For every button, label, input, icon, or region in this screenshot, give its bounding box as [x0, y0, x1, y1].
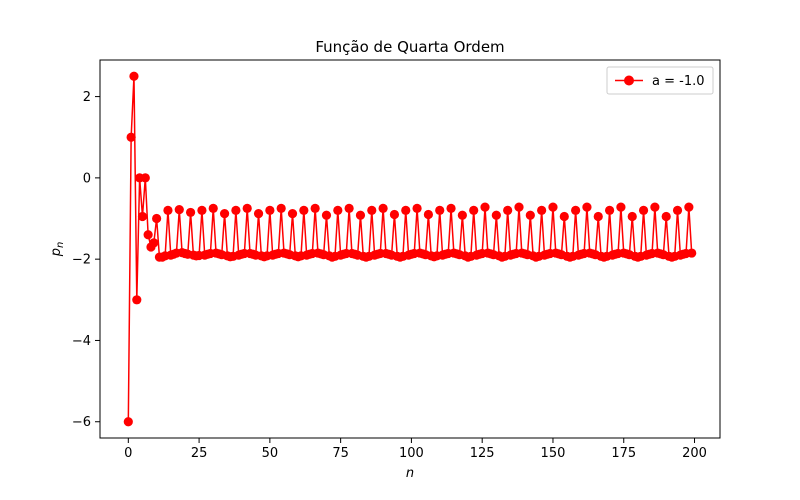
data-point: [525, 210, 535, 220]
data-point: [231, 205, 241, 215]
x-tick-label: 0: [124, 446, 132, 461]
y-axis-label-base: p: [49, 248, 64, 257]
data-point: [126, 132, 136, 142]
y-tick-label: −4: [72, 334, 91, 349]
x-tick-label: 125: [470, 446, 495, 461]
data-point: [152, 213, 162, 224]
data-point: [514, 202, 524, 212]
data-point: [333, 205, 343, 215]
data-point: [174, 204, 184, 215]
x-axis-label: n: [406, 466, 414, 481]
data-point: [604, 205, 615, 215]
plot-frame: [99, 59, 721, 439]
data-point: [672, 205, 683, 215]
data-point: [355, 210, 366, 220]
x-tick-label: 200: [682, 446, 707, 461]
chart-title: Função de Quarta Ordem: [315, 38, 504, 56]
data-point: [287, 209, 298, 219]
data-point: [149, 238, 159, 248]
y-tick-label: 2: [83, 90, 91, 105]
data-point: [208, 203, 218, 213]
data-point: [503, 205, 513, 215]
y-axis: −6 −4 −2 0 2: [72, 90, 100, 430]
data-point: [469, 205, 479, 215]
x-tick-label: 150: [541, 446, 566, 461]
x-tick-label: 25: [191, 446, 208, 461]
data-point: [276, 203, 286, 213]
plot-area: [99, 59, 721, 439]
data-point: [367, 205, 377, 215]
data-point: [123, 417, 133, 427]
data-point: [265, 205, 275, 215]
data-point: [378, 203, 388, 213]
data-point: [435, 205, 445, 215]
data-point: [446, 203, 456, 213]
data-point: [163, 205, 173, 215]
y-axis-label-subscript: n: [55, 242, 66, 248]
data-point: [140, 173, 150, 183]
data-point: [537, 205, 547, 215]
data-point: [137, 211, 148, 222]
data-point: [687, 248, 697, 258]
x-tick-label: 50: [262, 446, 279, 461]
data-point: [457, 210, 467, 220]
y-tick-label: 0: [83, 171, 91, 186]
data-point: [310, 203, 320, 213]
x-axis: 0 25 50 75 100 125 150 175 200: [124, 438, 707, 461]
data-point: [582, 202, 592, 212]
data-point: [344, 203, 354, 213]
data-point: [593, 211, 603, 222]
data-point: [480, 202, 490, 212]
data-point: [401, 205, 411, 215]
x-tick-label: 175: [611, 446, 636, 461]
data-point: [559, 211, 569, 222]
y-axis-label: pn: [49, 242, 66, 258]
data-point: [661, 211, 671, 222]
data-point: [321, 210, 332, 220]
data-point: [185, 207, 196, 218]
data-point: [412, 203, 422, 213]
y-tick-label: −6: [72, 415, 91, 430]
legend-label: a = -1.0: [652, 74, 705, 89]
legend-box: [606, 66, 714, 95]
data-point: [627, 211, 637, 222]
y-tick-label: −2: [72, 253, 91, 268]
plot-background: [100, 60, 720, 438]
series-layer: [123, 71, 697, 427]
data-point: [219, 209, 230, 219]
data-point: [253, 209, 264, 219]
data-point: [143, 230, 153, 240]
x-tick-label: 100: [399, 446, 424, 461]
data-point: [132, 295, 142, 305]
data-point: [423, 209, 433, 220]
data-point: [197, 205, 207, 215]
legend: a = -1.0: [606, 66, 714, 95]
data-point: [548, 202, 558, 212]
legend-marker: [624, 75, 634, 86]
data-point: [638, 205, 649, 215]
data-point: [571, 205, 581, 215]
data-point: [129, 71, 139, 81]
data-point: [242, 203, 252, 213]
data-point: [299, 205, 309, 215]
data-point: [491, 210, 501, 220]
data-point: [616, 202, 626, 212]
data-point: [389, 209, 400, 220]
x-tick-label: 75: [332, 446, 349, 461]
data-point: [684, 202, 694, 212]
data-point: [650, 202, 660, 212]
